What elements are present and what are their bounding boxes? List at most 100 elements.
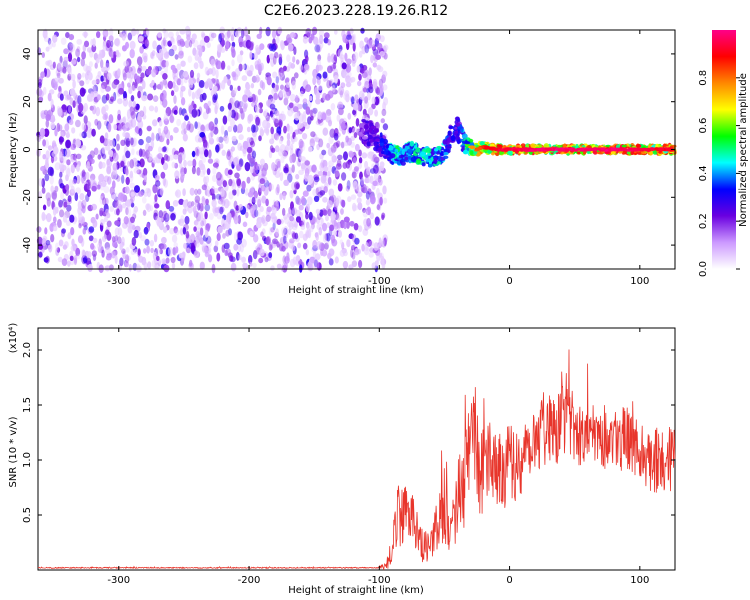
noise-blob [215, 193, 222, 200]
noise-blob [300, 162, 306, 172]
noise-blob [343, 222, 347, 230]
noise-blob [63, 90, 69, 97]
noise-blob [114, 220, 120, 226]
noise-blob [357, 202, 363, 211]
noise-blob [286, 132, 291, 141]
noise-blob [72, 179, 77, 185]
noise-blob [133, 229, 139, 239]
noise-blob [171, 161, 176, 169]
noise-blob [369, 195, 376, 205]
noise-blob [77, 235, 84, 244]
noise-blob [45, 119, 50, 128]
noise-blob [208, 81, 213, 89]
noise-blob [224, 135, 229, 144]
noise-blob [276, 218, 282, 225]
signal-point [462, 149, 469, 155]
signal-point [443, 148, 448, 152]
noise-blob [304, 160, 311, 166]
signal-point [649, 151, 653, 156]
noise-blob [67, 73, 72, 81]
noise-blob [302, 133, 308, 140]
noise-blob [110, 250, 116, 259]
noise-blob [130, 111, 136, 120]
noise-blob [351, 61, 356, 67]
noise-blob [284, 216, 290, 225]
noise-blob [373, 172, 380, 182]
noise-blob [83, 115, 88, 125]
noise-blob [259, 178, 265, 185]
noise-blob [138, 231, 143, 239]
noise-blob [315, 119, 322, 126]
noise-blob [241, 256, 247, 263]
noise-blob [178, 154, 183, 164]
signal-point [385, 144, 389, 149]
snr-y-axis-label: SNR (10 * v/v) [8, 416, 19, 487]
noise-blob [76, 56, 81, 63]
noise-blob [169, 115, 175, 124]
noise-blob [162, 73, 168, 80]
noise-blob [251, 124, 256, 133]
noise-blob [316, 241, 322, 250]
noise-blob [125, 150, 131, 159]
noise-blob [362, 108, 367, 116]
noise-blob [220, 143, 224, 149]
noise-blob [240, 110, 245, 120]
noise-blob [252, 134, 257, 142]
noise-blob [241, 28, 245, 39]
noise-blob [179, 69, 185, 80]
noise-blob [138, 255, 144, 263]
noise-blob [295, 94, 299, 103]
noise-blob [47, 37, 52, 45]
noise-blob [110, 50, 114, 58]
signal-point [404, 156, 409, 161]
noise-blob [176, 63, 182, 71]
noise-blob [189, 69, 195, 78]
noise-blob [179, 29, 186, 35]
noise-blob [47, 92, 52, 102]
noise-blob [322, 196, 328, 203]
noise-blob [280, 156, 285, 164]
noise-blob [65, 165, 71, 176]
noise-blob [251, 101, 257, 108]
noise-blob [50, 98, 54, 109]
noise-blob [230, 46, 235, 54]
noise-blob [246, 176, 251, 184]
noise-blob [152, 184, 158, 194]
noise-blob [53, 81, 58, 91]
noise-blob [142, 167, 148, 177]
noise-blob [57, 218, 62, 228]
colorbar-tick-label: 0.6 [698, 118, 709, 134]
noise-blob [126, 109, 131, 119]
noise-blob [353, 132, 358, 139]
noise-blob [102, 75, 108, 82]
noise-blob [94, 118, 99, 126]
noise-blob [163, 154, 169, 161]
noise-blob [345, 63, 352, 73]
signal-point [410, 156, 417, 162]
signal-point [381, 150, 385, 155]
noise-blob [283, 262, 288, 269]
noise-blob [49, 223, 54, 232]
noise-blob [169, 227, 175, 235]
noise-blob [269, 183, 274, 191]
noise-blob [331, 84, 336, 93]
signal-point [448, 125, 455, 129]
noise-blob [206, 240, 212, 248]
noise-blob [86, 47, 93, 53]
noise-blob [76, 254, 81, 260]
noise-blob [257, 88, 262, 96]
noise-blob [277, 160, 281, 168]
noise-blob [143, 55, 148, 63]
noise-blob [291, 207, 298, 215]
noise-blob [297, 242, 302, 249]
noise-blob [172, 200, 179, 207]
noise-blob [65, 220, 71, 227]
signal-point [401, 149, 405, 156]
noise-blob [368, 86, 374, 94]
noise-blob [161, 236, 167, 244]
noise-blob [162, 146, 167, 152]
noise-blob [110, 40, 114, 48]
noise-blob [59, 93, 64, 101]
noise-blob [105, 59, 110, 68]
signal-core-point [512, 148, 518, 152]
